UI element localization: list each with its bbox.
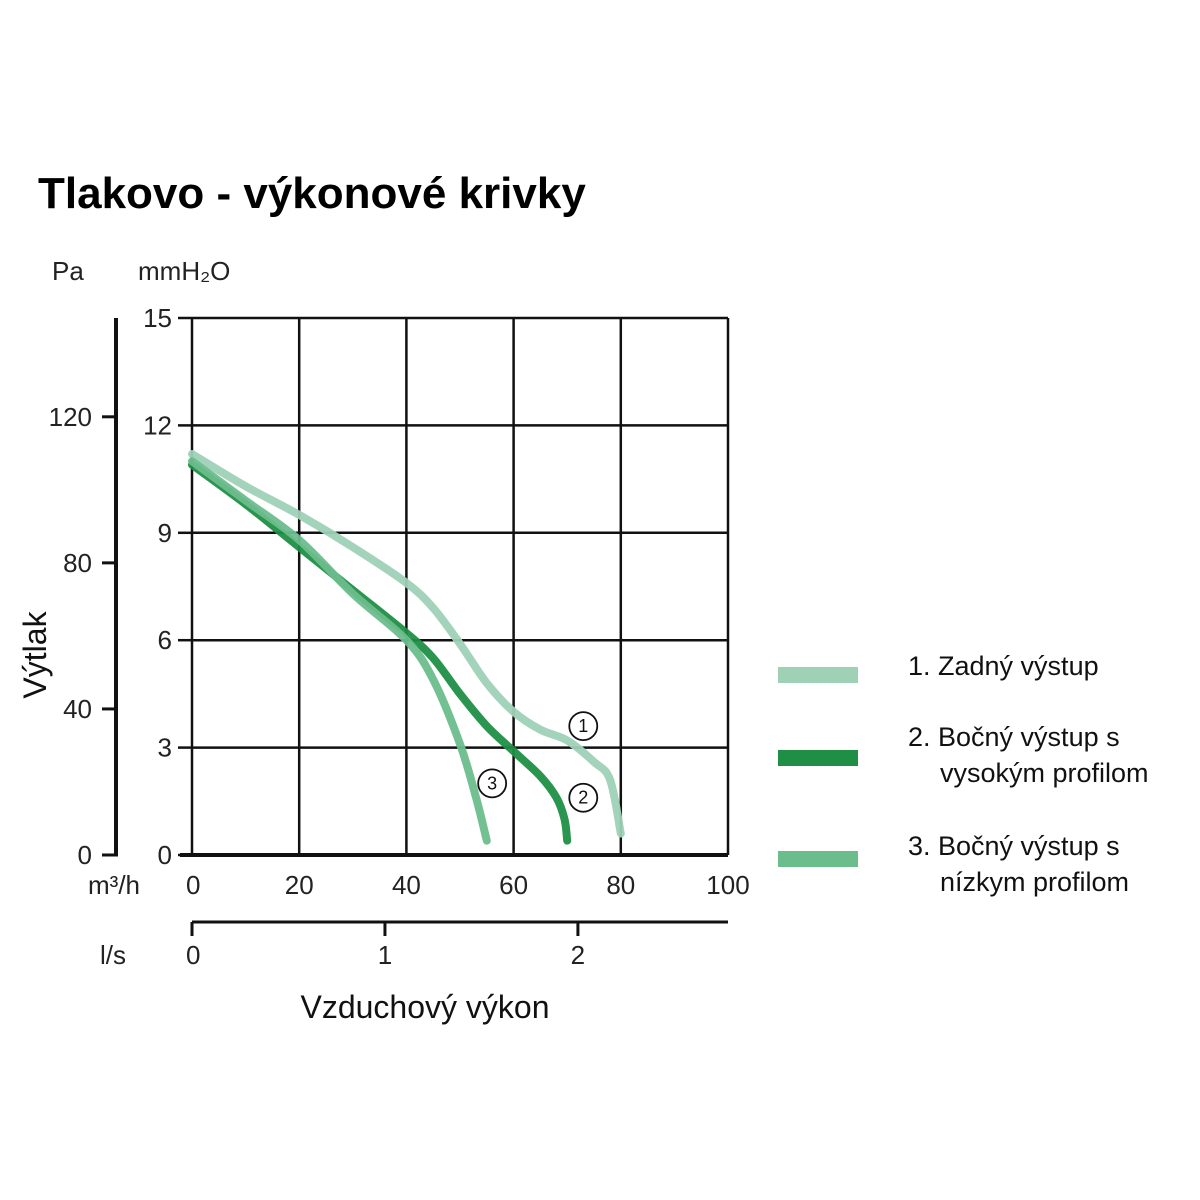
y-secondary-tick-label: 40 [63,694,92,724]
series-line-3 [188,457,491,845]
legend: 1. Zadný výstup 2. Bočný výstup s vysokým … [778,651,1149,897]
series-lines [188,450,625,845]
series-markers: 1 2 3 [477,711,599,813]
y-primary-unit: mmH₂O [138,256,230,286]
x-tick-label: 20 [285,870,314,900]
x-tick-label: 40 [392,870,421,900]
y-axis-title: Výtlak [17,610,53,698]
series-marker-circle-2 [568,782,599,813]
grid [190,316,730,857]
axes [102,316,728,936]
series-line-1 [188,450,625,838]
y-secondary-tick-label: 80 [63,548,92,578]
y-tick-label: 9 [158,518,172,548]
series-marker-label-3: 3 [487,773,497,793]
series-marker-circle-1 [568,711,599,742]
y-secondary-tick-label: 0 [78,840,92,870]
legend-label-3: nízkym profilom [940,867,1129,897]
x-secondary-tick-label: 2 [571,940,585,970]
x-tick-label: 100 [706,870,749,900]
legend-label-2: vysokým profilom [940,758,1149,788]
x-tick-label: 60 [499,870,528,900]
y-secondary-tick-label: 120 [49,402,92,432]
x-secondary-tick-label: 0 [186,940,200,970]
x-tick-label: 80 [606,870,635,900]
y-tick-label: 12 [143,410,172,440]
series-line-2 [188,460,572,845]
x-secondary-unit: l/s [100,940,126,970]
series-marker-label-2: 2 [578,788,588,808]
y-tick-label: 15 [143,303,172,333]
y-tick-label: 6 [158,625,172,655]
series-marker-circle-3 [477,768,508,799]
series-marker-label-1: 1 [578,716,588,736]
chart-title: Tlakovo - výkonové krivky [38,169,586,218]
legend-label-3: 3. Bočný výstup s [908,831,1120,861]
x-tick-label: 0 [186,870,200,900]
x-axis-title: Vzduchový výkon [300,989,549,1025]
y-tick-label: 0 [158,840,172,870]
y-tick-label: 3 [158,733,172,763]
y-secondary-unit: Pa [52,256,84,286]
legend-label-2: 2. Bočný výstup s [908,722,1120,752]
x-secondary-tick-label: 1 [378,940,392,970]
legend-label-1: 1. Zadný výstup [908,651,1099,681]
x-primary-unit: m³/h [88,870,140,900]
